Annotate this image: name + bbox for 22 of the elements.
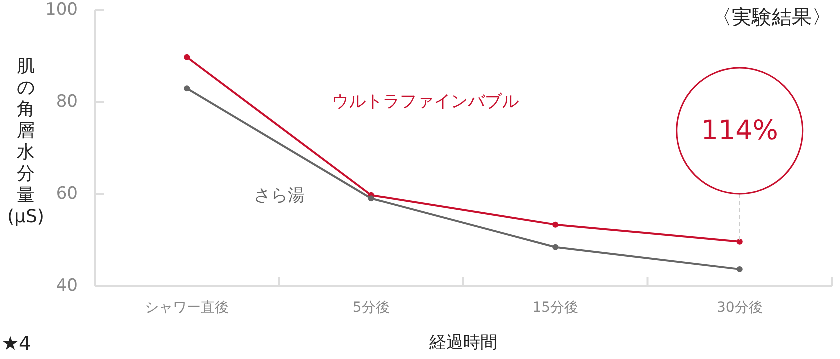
point	[552, 222, 559, 228]
x-tick-label: 15分後	[532, 300, 579, 316]
y-axis-title: 肌の角層水分量(μS)	[8, 56, 44, 228]
point	[736, 266, 743, 272]
point	[736, 238, 743, 245]
y-tick-label: 60	[56, 184, 78, 204]
y-tick-label: 80	[56, 92, 78, 112]
point	[184, 54, 190, 60]
y-tick-label: 100	[46, 0, 78, 20]
text: ★4	[2, 333, 32, 355]
point	[184, 86, 190, 92]
chart-title: 〈実験結果〉	[712, 5, 832, 29]
series-label: さら湯	[254, 186, 305, 206]
annotation: 114%	[701, 116, 778, 146]
point	[552, 244, 559, 250]
x-tick-label: 5分後	[352, 300, 390, 316]
x-axis-title: 経過時間	[428, 333, 498, 353]
point	[368, 196, 374, 202]
y-tick-label: 40	[56, 276, 78, 296]
x-tick-label: シャワー直後	[145, 300, 230, 316]
text: ウルトラファインバブル	[332, 92, 519, 112]
x-tick-label: 30分後	[716, 300, 763, 316]
